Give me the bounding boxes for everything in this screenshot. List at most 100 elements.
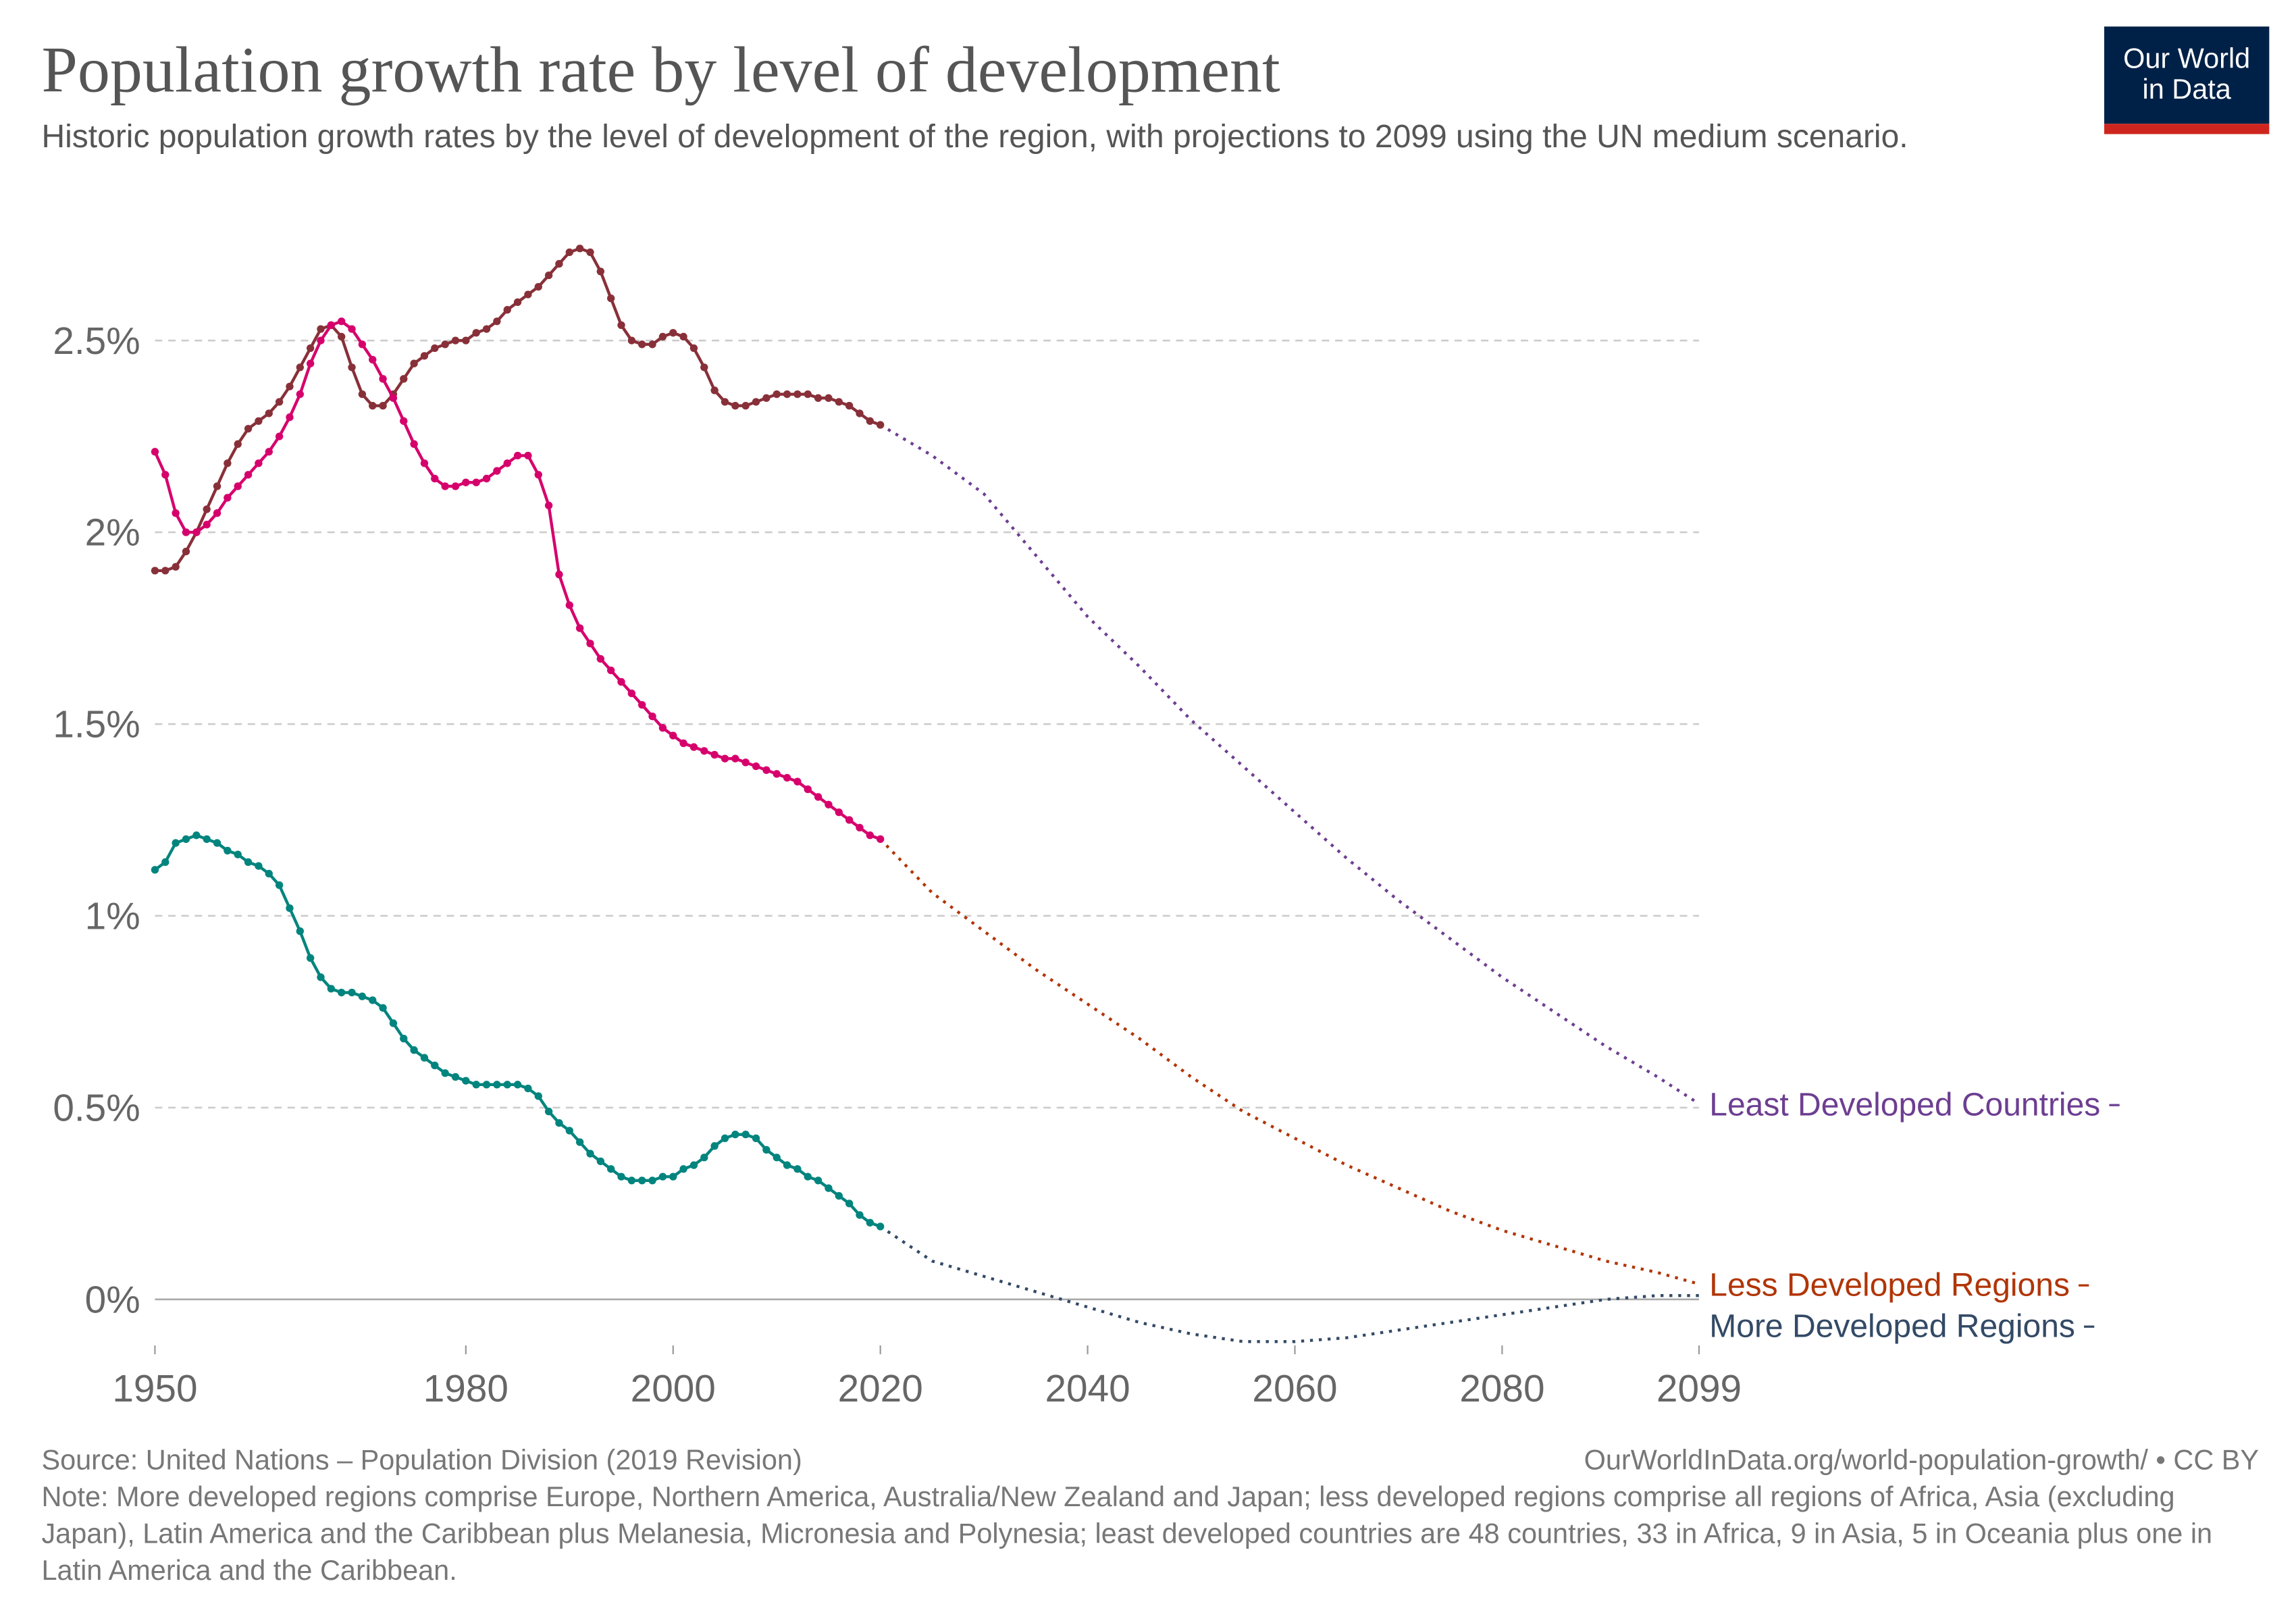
point: [400, 1035, 408, 1043]
point: [565, 248, 573, 257]
point: [793, 777, 802, 786]
point: [752, 1134, 760, 1143]
point: [472, 1081, 480, 1089]
point: [482, 325, 491, 333]
point: [575, 245, 584, 253]
point: [669, 1173, 677, 1181]
point: [265, 869, 273, 878]
logo-text-box: Our World in Data: [2123, 44, 2250, 106]
point: [472, 478, 480, 486]
point: [783, 390, 791, 398]
point: [721, 1134, 729, 1143]
point: [172, 839, 180, 847]
point: [482, 474, 491, 483]
point: [845, 816, 854, 824]
x-tick-label: 2060: [1252, 1368, 1337, 1410]
point: [161, 471, 169, 479]
point: [689, 344, 698, 353]
point: [804, 1173, 812, 1181]
point: [721, 754, 729, 763]
point: [783, 1161, 791, 1169]
point: [856, 1211, 864, 1219]
note-box: Note: More developed regions comprise Eu…: [41, 1483, 2212, 1587]
point: [286, 904, 294, 912]
point: [513, 451, 522, 460]
point: [876, 835, 885, 844]
point: [700, 747, 708, 755]
point: [224, 846, 232, 855]
point: [825, 1184, 833, 1192]
point: [575, 624, 584, 632]
legend-label: More Developed Regions: [1709, 1309, 2075, 1345]
x-tick-label: 2080: [1459, 1368, 1544, 1410]
point: [306, 954, 315, 962]
point: [513, 298, 522, 307]
point: [524, 1084, 532, 1093]
point: [866, 417, 874, 426]
point: [379, 1004, 387, 1012]
point: [255, 459, 263, 467]
x-tick-label: 2000: [631, 1368, 716, 1410]
point: [389, 1019, 398, 1027]
point: [804, 785, 812, 794]
point: [493, 317, 501, 326]
point: [348, 325, 356, 333]
point: [441, 482, 449, 490]
point: [203, 505, 211, 513]
point: [389, 394, 398, 403]
point: [607, 666, 615, 675]
point: [534, 1092, 542, 1100]
point: [762, 394, 771, 403]
point: [213, 839, 221, 847]
chart-subtitle: Historic population growth rates by the …: [41, 118, 1908, 155]
point: [265, 409, 273, 417]
x-tick-label: 1950: [112, 1368, 197, 1410]
point: [224, 494, 232, 502]
subtitle-box: Historic population growth rates by the …: [41, 118, 1908, 155]
point: [596, 1157, 605, 1166]
point: [327, 985, 336, 993]
point: [306, 344, 315, 353]
point: [524, 290, 532, 299]
point: [627, 1177, 636, 1185]
point: [617, 677, 625, 686]
legend-label: Less Developed Regions: [1709, 1268, 2070, 1304]
point: [420, 459, 429, 467]
point: [213, 482, 221, 490]
x-tick-label: 2020: [838, 1368, 923, 1410]
point: [814, 394, 823, 403]
point: [679, 1165, 687, 1173]
point: [710, 1142, 719, 1150]
plot: 0% 0.5% 1% 1.5% 2% 2.5% 1950 1980 2000 2020 2040 20…: [53, 245, 2120, 1410]
point: [607, 294, 615, 303]
x-tick-label: 2040: [1045, 1368, 1130, 1410]
point: [700, 363, 708, 371]
point: [534, 471, 542, 479]
point: [213, 509, 221, 517]
point: [462, 1077, 470, 1085]
point: [534, 282, 542, 291]
point: [648, 1177, 656, 1185]
point: [731, 1130, 739, 1139]
point: [296, 927, 304, 935]
point: [710, 750, 719, 759]
point: [234, 482, 242, 490]
historic-line: [153, 319, 881, 841]
point: [648, 340, 656, 349]
point: [441, 1069, 449, 1077]
point: [617, 321, 625, 330]
point: [793, 390, 802, 398]
point: [658, 332, 667, 341]
projection-line: [879, 838, 1700, 1286]
point: [814, 1177, 823, 1185]
point: [482, 1081, 491, 1089]
point: [814, 793, 823, 801]
point: [804, 390, 812, 398]
point: [825, 394, 833, 403]
point: [876, 1223, 885, 1231]
point: [358, 340, 367, 349]
point: [679, 739, 687, 748]
point: [793, 1165, 802, 1173]
point: [544, 1107, 553, 1116]
